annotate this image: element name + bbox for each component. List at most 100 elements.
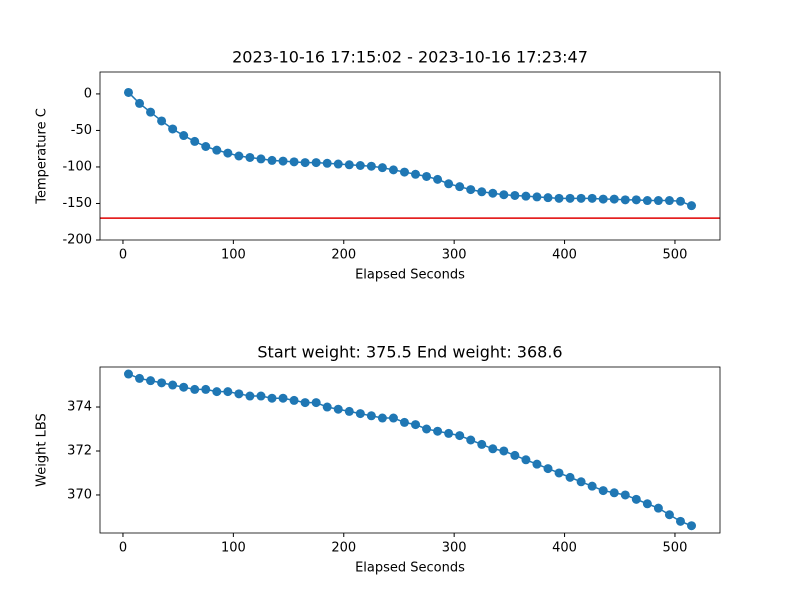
data-point — [422, 424, 432, 434]
x-tick-label: 100 — [221, 541, 246, 556]
data-point — [576, 193, 586, 203]
x-tick-label: 400 — [552, 248, 577, 263]
y-tick-label: 370 — [67, 487, 92, 502]
data-point — [168, 380, 178, 390]
data-point — [620, 195, 630, 205]
data-point — [377, 413, 387, 423]
x-tick-label: 300 — [442, 541, 467, 556]
data-point — [444, 428, 454, 438]
data-point — [653, 503, 663, 513]
x-axis-label: Elapsed Seconds — [355, 561, 465, 576]
data-point — [234, 389, 244, 399]
y-tick-label: 374 — [67, 400, 92, 415]
data-point — [609, 194, 619, 204]
data-point — [488, 444, 498, 454]
data-point — [179, 131, 189, 141]
data-point — [455, 182, 465, 192]
x-tick-label: 0 — [119, 248, 127, 263]
data-point — [135, 373, 145, 383]
data-point — [587, 481, 597, 491]
y-axis-label: Temperature C — [35, 108, 50, 205]
data-point — [223, 148, 233, 158]
y-tick-label: -100 — [62, 159, 92, 174]
data-point — [366, 411, 376, 421]
data-point — [675, 516, 685, 526]
data-point — [598, 194, 608, 204]
data-line — [128, 373, 692, 527]
data-point — [532, 459, 542, 469]
data-point — [543, 193, 553, 203]
data-point — [300, 398, 310, 408]
data-point — [609, 488, 619, 498]
data-point — [499, 190, 509, 200]
data-point — [388, 413, 398, 423]
y-axis-label: Weight LBS — [35, 413, 50, 487]
data-point — [289, 157, 299, 167]
data-point — [212, 145, 222, 155]
axes-frame — [99, 71, 721, 241]
data-point — [179, 382, 189, 392]
data-point — [620, 490, 630, 500]
axes-frame — [99, 366, 721, 534]
data-point — [422, 171, 432, 181]
x-tick-label: 300 — [442, 248, 467, 263]
data-point — [554, 193, 564, 203]
data-point — [146, 107, 156, 117]
data-point — [245, 152, 255, 162]
data-point — [554, 468, 564, 478]
data-point — [267, 393, 277, 403]
data-point — [322, 402, 332, 412]
x-tick-label: 200 — [331, 248, 356, 263]
data-point — [256, 154, 266, 164]
x-tick-label: 400 — [552, 541, 577, 556]
x-tick-label: 500 — [663, 541, 688, 556]
data-point — [278, 393, 288, 403]
y-tick-label: 372 — [67, 443, 92, 458]
data-point — [510, 450, 520, 460]
data-point — [399, 417, 409, 427]
data-point — [135, 98, 145, 108]
data-point — [466, 185, 476, 195]
data-point — [355, 160, 365, 170]
data-point — [411, 420, 421, 430]
data-point — [289, 395, 299, 405]
data-point — [201, 384, 211, 394]
data-point — [444, 179, 454, 189]
data-point — [433, 174, 443, 184]
data-point — [146, 376, 156, 386]
x-axis-label: Elapsed Seconds — [355, 268, 465, 283]
data-point — [366, 161, 376, 171]
y-tick-label: -50 — [71, 123, 92, 138]
data-point — [190, 136, 200, 146]
data-point — [344, 160, 354, 170]
data-point — [333, 159, 343, 169]
data-point — [311, 158, 321, 168]
data-point — [190, 384, 200, 394]
data-point — [477, 439, 487, 449]
data-point — [521, 191, 531, 201]
data-point — [278, 156, 288, 166]
data-point — [399, 167, 409, 177]
x-tick-label: 200 — [331, 541, 356, 556]
data-point — [157, 116, 167, 126]
data-point — [687, 201, 697, 211]
data-point — [598, 486, 608, 496]
data-point — [532, 192, 542, 202]
data-point — [234, 151, 244, 161]
data-point — [521, 455, 531, 465]
data-point — [245, 391, 255, 401]
data-point — [565, 193, 575, 203]
x-tick-label: 100 — [221, 248, 246, 263]
data-point — [664, 510, 674, 520]
data-point — [587, 193, 597, 203]
y-tick-label: -150 — [62, 196, 92, 211]
data-point — [433, 426, 443, 436]
data-point — [653, 196, 663, 206]
data-point — [565, 472, 575, 482]
x-tick-label: 500 — [663, 248, 688, 263]
data-point — [631, 494, 641, 504]
data-point — [675, 196, 685, 206]
data-point — [642, 196, 652, 206]
data-point — [212, 387, 222, 397]
